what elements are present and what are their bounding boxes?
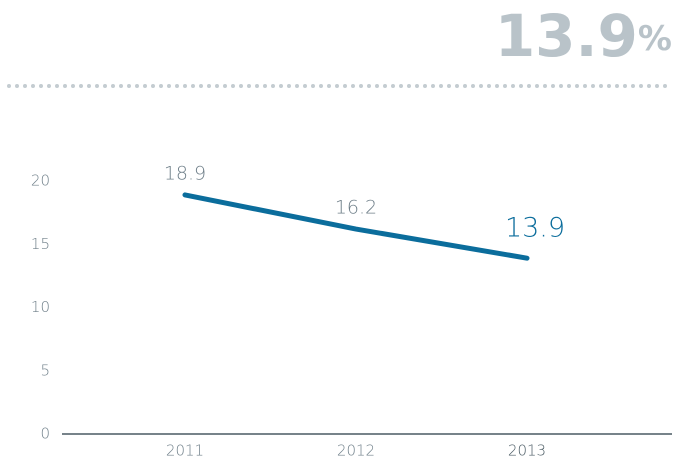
y-tick-label: 15: [31, 235, 50, 253]
y-tick-label: 0: [40, 425, 50, 443]
x-tick-label: 2012: [337, 442, 375, 458]
data-label: 16.2: [335, 197, 377, 219]
x-tick-label: 2011: [166, 442, 204, 458]
y-tick-label: 20: [31, 172, 50, 190]
data-label: 13.9: [505, 213, 565, 244]
y-tick-label: 5: [40, 361, 50, 379]
headline: 13.9%: [495, 2, 672, 70]
line: [182, 192, 530, 261]
headline-value: 13.9: [495, 2, 638, 70]
y-tick-label: 10: [31, 298, 50, 316]
data-label: 18.9: [164, 162, 206, 184]
headline-unit: %: [638, 19, 672, 59]
x-tick-label: 2013: [508, 442, 546, 458]
